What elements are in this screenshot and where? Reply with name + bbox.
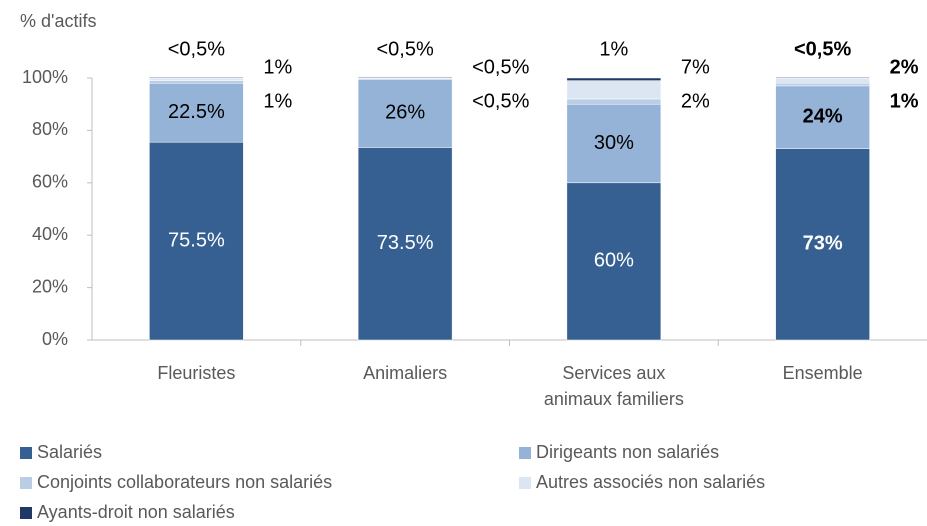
- data-label: <0,5%: [794, 38, 851, 60]
- x-tick-label: Animaliers: [363, 363, 448, 383]
- legend-swatch: [519, 476, 531, 489]
- bar-segment: [149, 76, 244, 79]
- legend-swatch: [20, 476, 32, 489]
- y-tick-label: 40%: [32, 224, 68, 244]
- data-label: 75.5%: [168, 229, 225, 251]
- bar-segment: [357, 147, 453, 341]
- bar-segment: [149, 77, 244, 81]
- legend-item: Dirigeants non salariés: [519, 442, 719, 463]
- data-label: 73.5%: [377, 232, 434, 254]
- legend-label: Dirigeants non salariés: [536, 442, 720, 462]
- legend-label: Ayants-droit non salariés: [37, 502, 235, 522]
- bar-segment: [149, 82, 244, 143]
- data-label: 22.5%: [168, 101, 225, 123]
- y-axis-label: % d'actifs: [20, 11, 96, 31]
- legend-swatch: [519, 446, 531, 459]
- bar-segment: [566, 182, 662, 341]
- bar-segment: [566, 103, 662, 184]
- data-label: <0,5%: [472, 56, 529, 78]
- bar-segment: [149, 141, 244, 341]
- bar-segment: [566, 80, 662, 100]
- y-tick-label: 60%: [32, 172, 68, 192]
- y-tick-label: 20%: [32, 276, 68, 296]
- y-tick-label: 100%: [22, 67, 68, 87]
- legend-item: Autres associés non salariés: [519, 472, 765, 493]
- bar-segment: [775, 77, 870, 84]
- bar-segment: [775, 85, 870, 149]
- legend-swatch: [20, 446, 32, 459]
- legend-label: Autres associés non salariés: [536, 472, 766, 492]
- data-label: <0,5%: [168, 38, 225, 60]
- bar-segment: [775, 82, 870, 87]
- legend-label: Conjoints collaborateurs non salariés: [37, 472, 333, 492]
- bar-segment: [357, 79, 453, 148]
- data-label: <0,5%: [472, 90, 529, 112]
- data-label: 26%: [385, 102, 425, 124]
- legend-label: Salariés: [37, 442, 103, 462]
- data-label: 2%: [681, 90, 710, 112]
- x-tick-label: Fleuristes: [157, 363, 236, 383]
- data-label: 60%: [594, 250, 634, 272]
- legend-swatch: [20, 506, 32, 519]
- bar-segment: [566, 77, 662, 81]
- data-label: 30%: [594, 132, 634, 154]
- bar-segment: [775, 148, 870, 341]
- bar-segment: [566, 98, 662, 105]
- bar-segment: [775, 76, 870, 79]
- data-label: 1%: [890, 90, 919, 112]
- legend-item: Conjoints collaborateurs non salariés: [20, 472, 332, 493]
- data-label: <0,5%: [376, 38, 433, 60]
- data-label: 1%: [263, 56, 292, 78]
- legend-item: Ayants-droit non salariés: [20, 502, 235, 523]
- bar-segment: [357, 76, 453, 78]
- x-tick-label: Services aux animaux familiers: [543, 363, 684, 409]
- y-tick-label: 0%: [42, 329, 68, 349]
- data-label: 1%: [599, 38, 628, 60]
- legend-item: Salariés: [20, 442, 102, 463]
- bar-segment: [149, 80, 244, 84]
- y-tick-label: 80%: [32, 119, 68, 139]
- data-label: 2%: [890, 56, 919, 78]
- x-tick-label: Ensemble: [782, 363, 863, 383]
- data-label: 1%: [263, 90, 292, 112]
- data-label: 73%: [803, 233, 843, 255]
- data-label: 24%: [803, 106, 843, 128]
- data-label: 7%: [681, 56, 710, 78]
